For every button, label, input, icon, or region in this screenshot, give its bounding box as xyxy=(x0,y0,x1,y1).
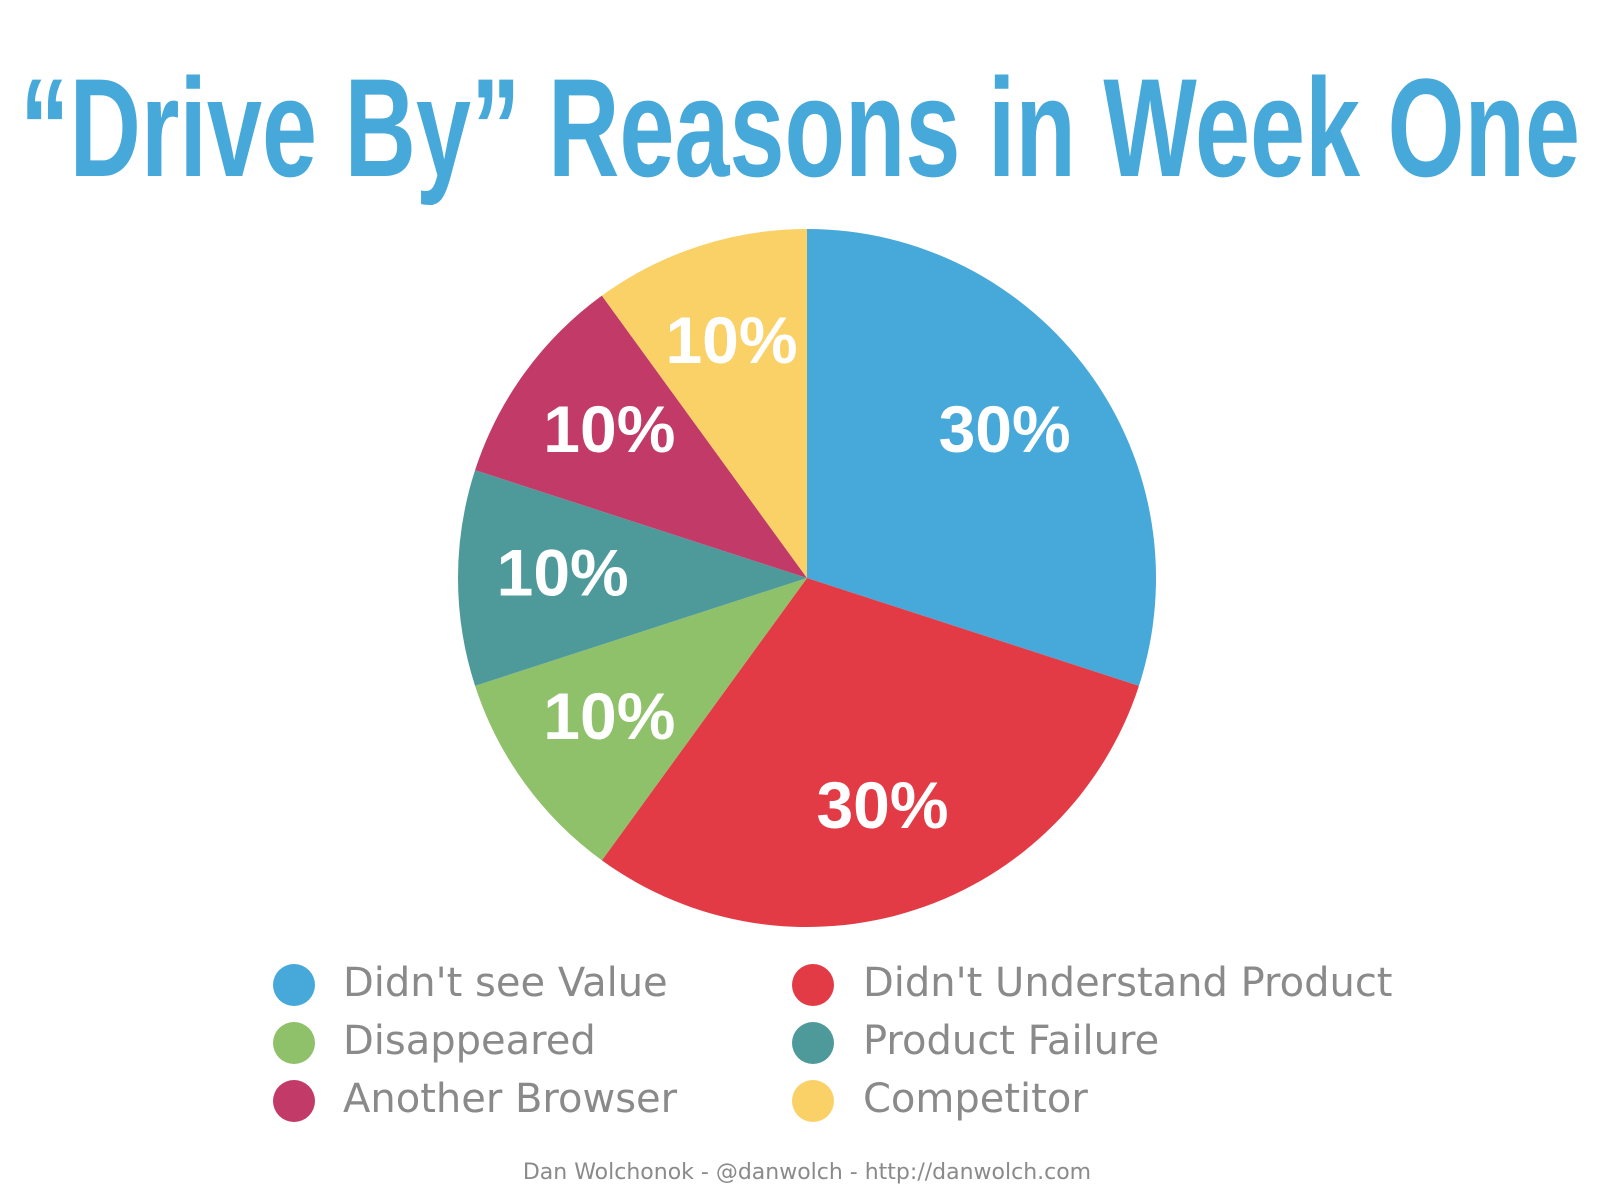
legend-swatch xyxy=(273,1080,315,1122)
legend-label: Didn't Understand Product xyxy=(863,960,1393,1006)
footer: Dan Wolchonok - @danwolch - http://danwo… xyxy=(523,1160,1091,1185)
legend-swatch xyxy=(792,1080,834,1122)
slice-label: 10% xyxy=(543,679,675,753)
slice-label: 10% xyxy=(497,535,629,609)
pie-slice xyxy=(807,229,1156,686)
slice-label: 10% xyxy=(543,392,675,466)
pie-slice xyxy=(475,578,807,861)
legend-label: Competitor xyxy=(863,1076,1088,1122)
legend-swatch xyxy=(792,964,834,1006)
slice-label: 10% xyxy=(665,303,797,377)
slice-label: 30% xyxy=(939,392,1071,466)
legend-label: Didn't see Value xyxy=(343,960,668,1006)
legend-swatch xyxy=(273,964,315,1006)
pie-slice xyxy=(601,578,1139,927)
legend-label: Product Failure xyxy=(863,1018,1159,1064)
legend-label: Another Browser xyxy=(343,1076,678,1122)
legend-swatch xyxy=(792,1022,834,1064)
pie-slice xyxy=(475,295,807,578)
pie-slice xyxy=(601,229,807,578)
chart-title: “Drive By” Reasons in Week One xyxy=(20,49,1580,206)
slice-label: 30% xyxy=(816,768,948,842)
legend-label: Disappeared xyxy=(343,1018,596,1064)
pie-slice xyxy=(458,470,807,686)
legend-swatch xyxy=(273,1022,315,1064)
